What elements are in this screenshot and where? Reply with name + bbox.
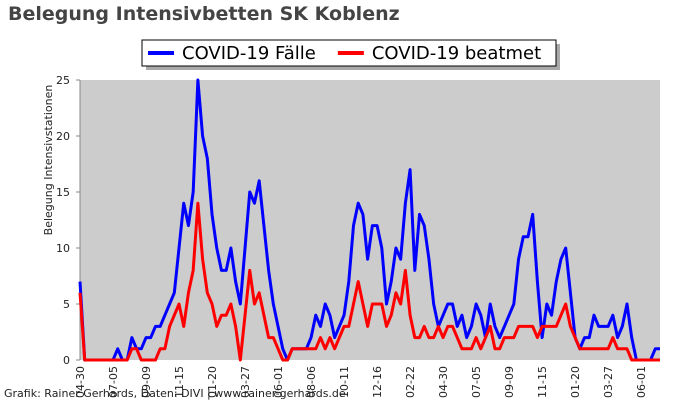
legend-box	[141, 39, 557, 67]
legend-label: COVID-19 beatmet	[372, 43, 541, 64]
x-tick-label: 11-15	[173, 366, 186, 398]
x-tick-label: 03-27	[602, 366, 615, 398]
x-tick-label: 08-06	[305, 366, 318, 398]
y-tick-label: 0	[63, 354, 70, 367]
chart-title: Belegung Intensivbetten SK Koblenz	[8, 3, 400, 25]
x-tick-label: 04-30	[437, 366, 450, 398]
x-tick-label: 02-22	[404, 366, 417, 398]
y-tick-label: 10	[56, 242, 70, 255]
x-tick-label: 09-09	[503, 366, 516, 398]
x-tick-label: 11-15	[536, 366, 549, 398]
x-tick-label: 09-09	[140, 366, 153, 398]
legend: COVID-19 Fälle COVID-19 beatmet	[141, 39, 560, 70]
x-tick-label: 07-05	[470, 366, 483, 398]
x-tick-label: 01-20	[569, 366, 582, 398]
x-tick-label: 07-05	[107, 366, 120, 398]
x-tick-label: 12-16	[371, 366, 384, 398]
x-tick-label: 06-01	[272, 366, 285, 398]
x-tick-label: 04-30	[74, 366, 87, 398]
y-tick-label: 5	[63, 298, 70, 311]
x-tick-label: 06-01	[635, 366, 648, 398]
source-note: Grafik: Rainer Gerhards, Daten: DIVI | w…	[4, 387, 346, 400]
legend-label: COVID-19 Fälle	[182, 43, 316, 64]
x-tick-label: 10-11	[338, 366, 351, 398]
y-axis-label: Belegung Intensivstationen	[42, 85, 55, 236]
y-tick-label: 20	[56, 130, 70, 143]
x-tick-label: 03-27	[239, 366, 252, 398]
x-tick-label: 01-20	[206, 366, 219, 398]
y-tick-label: 25	[56, 74, 70, 87]
line-series	[78, 201, 660, 362]
y-tick-label: 15	[56, 186, 70, 199]
line-series	[78, 78, 660, 362]
